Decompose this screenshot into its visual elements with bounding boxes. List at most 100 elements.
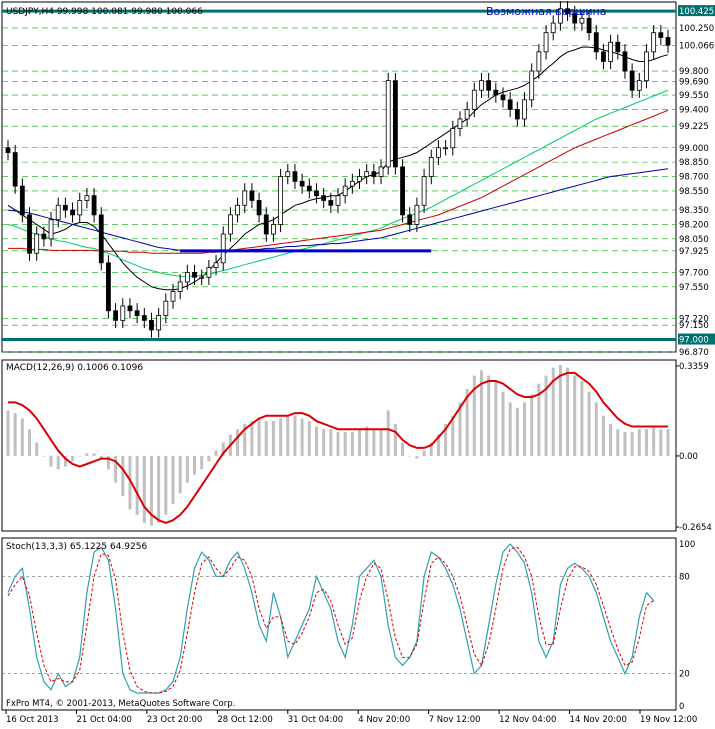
macd-histogram-bar bbox=[185, 455, 189, 483]
macd-histogram-bar bbox=[236, 429, 240, 456]
candle-body bbox=[550, 22, 556, 34]
macd-histogram-bar bbox=[415, 455, 419, 459]
candle-body bbox=[48, 219, 54, 240]
time-tick-label: 12 Nov 04:00 bbox=[499, 715, 556, 725]
candle-body bbox=[400, 166, 405, 216]
candle-body bbox=[27, 214, 32, 254]
macd-histogram-bar bbox=[637, 429, 641, 456]
macd-histogram-bar bbox=[257, 418, 261, 456]
candle-body bbox=[371, 171, 377, 177]
candle-body bbox=[665, 37, 671, 46]
candle-body bbox=[636, 80, 642, 91]
stoch-tick-label: 20 bbox=[679, 670, 690, 680]
candle-body bbox=[19, 185, 25, 216]
candle-body bbox=[213, 262, 219, 269]
price-label-box bbox=[678, 39, 715, 51]
time-tick-label: 14 Nov 20:00 bbox=[570, 715, 627, 725]
macd-histogram-bar bbox=[479, 370, 483, 456]
price-tick-label: 100.425 bbox=[679, 7, 714, 17]
macd-tick-label: 0.3359 bbox=[679, 362, 709, 372]
price-tick-label: 97.925 bbox=[679, 247, 709, 257]
price-label-box bbox=[678, 5, 715, 17]
macd-histogram-bar bbox=[178, 455, 182, 494]
candle-body bbox=[507, 99, 513, 110]
macd-histogram-bar bbox=[200, 455, 204, 470]
candle-body bbox=[357, 176, 362, 182]
macd-histogram-bar bbox=[343, 431, 347, 456]
macd-tick-label: 0.00 bbox=[679, 452, 698, 462]
macd-histogram-bar bbox=[386, 410, 390, 456]
macd-histogram-bar bbox=[63, 455, 67, 467]
macd-histogram-bar bbox=[393, 423, 397, 456]
candle-body bbox=[493, 89, 499, 96]
price-frame bbox=[1, 1, 677, 353]
price-tick-label: 99.800 bbox=[679, 67, 709, 77]
macd-histogram-bar bbox=[28, 429, 32, 456]
candle-body bbox=[593, 32, 599, 53]
candle-body bbox=[120, 305, 126, 321]
macd-histogram-bar bbox=[135, 455, 139, 515]
candle-body bbox=[586, 17, 592, 34]
price-tick-label: 98.200 bbox=[679, 220, 709, 230]
candle-body bbox=[62, 204, 68, 211]
candle-body bbox=[278, 176, 284, 225]
candle-body bbox=[34, 233, 40, 254]
price-tick-label: 100.250 bbox=[679, 24, 714, 34]
candle-body bbox=[177, 281, 183, 292]
macd-histogram-bar bbox=[630, 431, 634, 456]
price-tick-label: 97.220 bbox=[679, 314, 709, 324]
candle-body bbox=[414, 204, 420, 225]
macd-histogram-bar bbox=[307, 421, 311, 456]
candle-body bbox=[500, 94, 506, 101]
macd-histogram-bar bbox=[13, 413, 17, 456]
price-tick-label: 98.050 bbox=[679, 235, 709, 245]
candle-body bbox=[629, 70, 635, 91]
candle-body bbox=[106, 262, 111, 312]
candle-body bbox=[70, 209, 75, 216]
candle-body bbox=[364, 171, 370, 177]
macd-histogram-bar bbox=[644, 429, 648, 456]
stoch-tick-label: 0 bbox=[679, 702, 684, 712]
candle-body bbox=[443, 147, 449, 150]
candle-body bbox=[543, 32, 549, 53]
candle-body bbox=[98, 214, 104, 264]
macd-histogram-bar bbox=[666, 429, 670, 456]
macd-histogram-bar bbox=[379, 429, 383, 456]
stoch-pane[interactable]: 100 80 20 0 bbox=[1, 537, 695, 712]
macd-histogram-bar bbox=[35, 442, 39, 456]
candle-body bbox=[529, 70, 535, 101]
candle-body bbox=[184, 272, 190, 283]
candle-body bbox=[421, 176, 427, 206]
candle-body bbox=[486, 80, 492, 91]
macd-histogram-bar bbox=[451, 415, 455, 456]
candle-body bbox=[170, 291, 176, 302]
macd-histogram-bar bbox=[121, 455, 125, 497]
candle-body bbox=[557, 8, 563, 24]
macd-pane[interactable]: 0.3359 0.00 -0.2654 bbox=[1, 359, 712, 533]
price-label-box bbox=[678, 333, 715, 345]
macd-histogram-bar bbox=[515, 407, 519, 456]
macd-histogram-bar bbox=[580, 380, 584, 456]
macd-histogram-bar bbox=[336, 431, 340, 456]
macd-tick-label: -0.2654 bbox=[679, 523, 712, 533]
macd-histogram-bar bbox=[42, 455, 46, 457]
candle-body bbox=[285, 171, 291, 177]
candle-body bbox=[199, 276, 205, 279]
macd-histogram-bar bbox=[494, 380, 498, 456]
macd-histogram-bar bbox=[271, 421, 275, 456]
candle-body bbox=[263, 214, 269, 235]
candle-body bbox=[436, 147, 441, 158]
price-tick-label: 99.400 bbox=[679, 105, 709, 115]
macd-histogram-bar bbox=[487, 375, 491, 456]
macd-histogram-bar bbox=[659, 429, 663, 456]
time-tick-label: 23 Oct 20:00 bbox=[147, 715, 202, 725]
candle-body bbox=[601, 51, 606, 62]
macd-histogram-bar bbox=[609, 423, 613, 456]
candle-body bbox=[249, 190, 255, 201]
macd-histogram-bar bbox=[164, 455, 168, 515]
macd-histogram-bar bbox=[99, 455, 103, 459]
macd-histogram-bar bbox=[472, 375, 476, 456]
candle-body bbox=[163, 300, 169, 316]
